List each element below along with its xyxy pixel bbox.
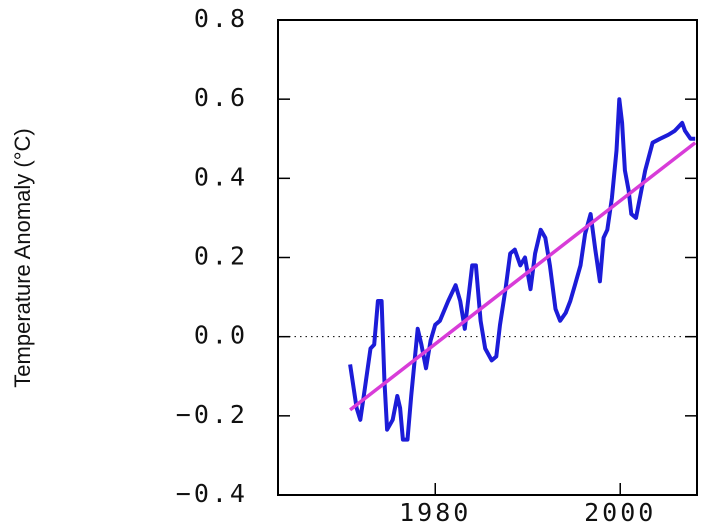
x-tick-label: 2000 bbox=[584, 498, 656, 526]
y-axis-label: Temperature Anomaly (°C) bbox=[10, 128, 35, 387]
y-tick-label: −0.2 bbox=[176, 400, 248, 429]
data-line bbox=[348, 97, 696, 442]
y-tick-label: 0.4 bbox=[194, 162, 248, 191]
data-line bbox=[349, 141, 697, 412]
y-tick-label: −0.4 bbox=[176, 479, 248, 508]
y-tick-label: 0.0 bbox=[194, 321, 248, 350]
plot-frame bbox=[277, 19, 698, 496]
y-tick-label: 0.6 bbox=[194, 83, 248, 112]
x-tick-label: 1980 bbox=[399, 498, 471, 526]
y-tick-label: 0.8 bbox=[194, 4, 248, 33]
y-tick-label: 0.2 bbox=[194, 242, 248, 271]
